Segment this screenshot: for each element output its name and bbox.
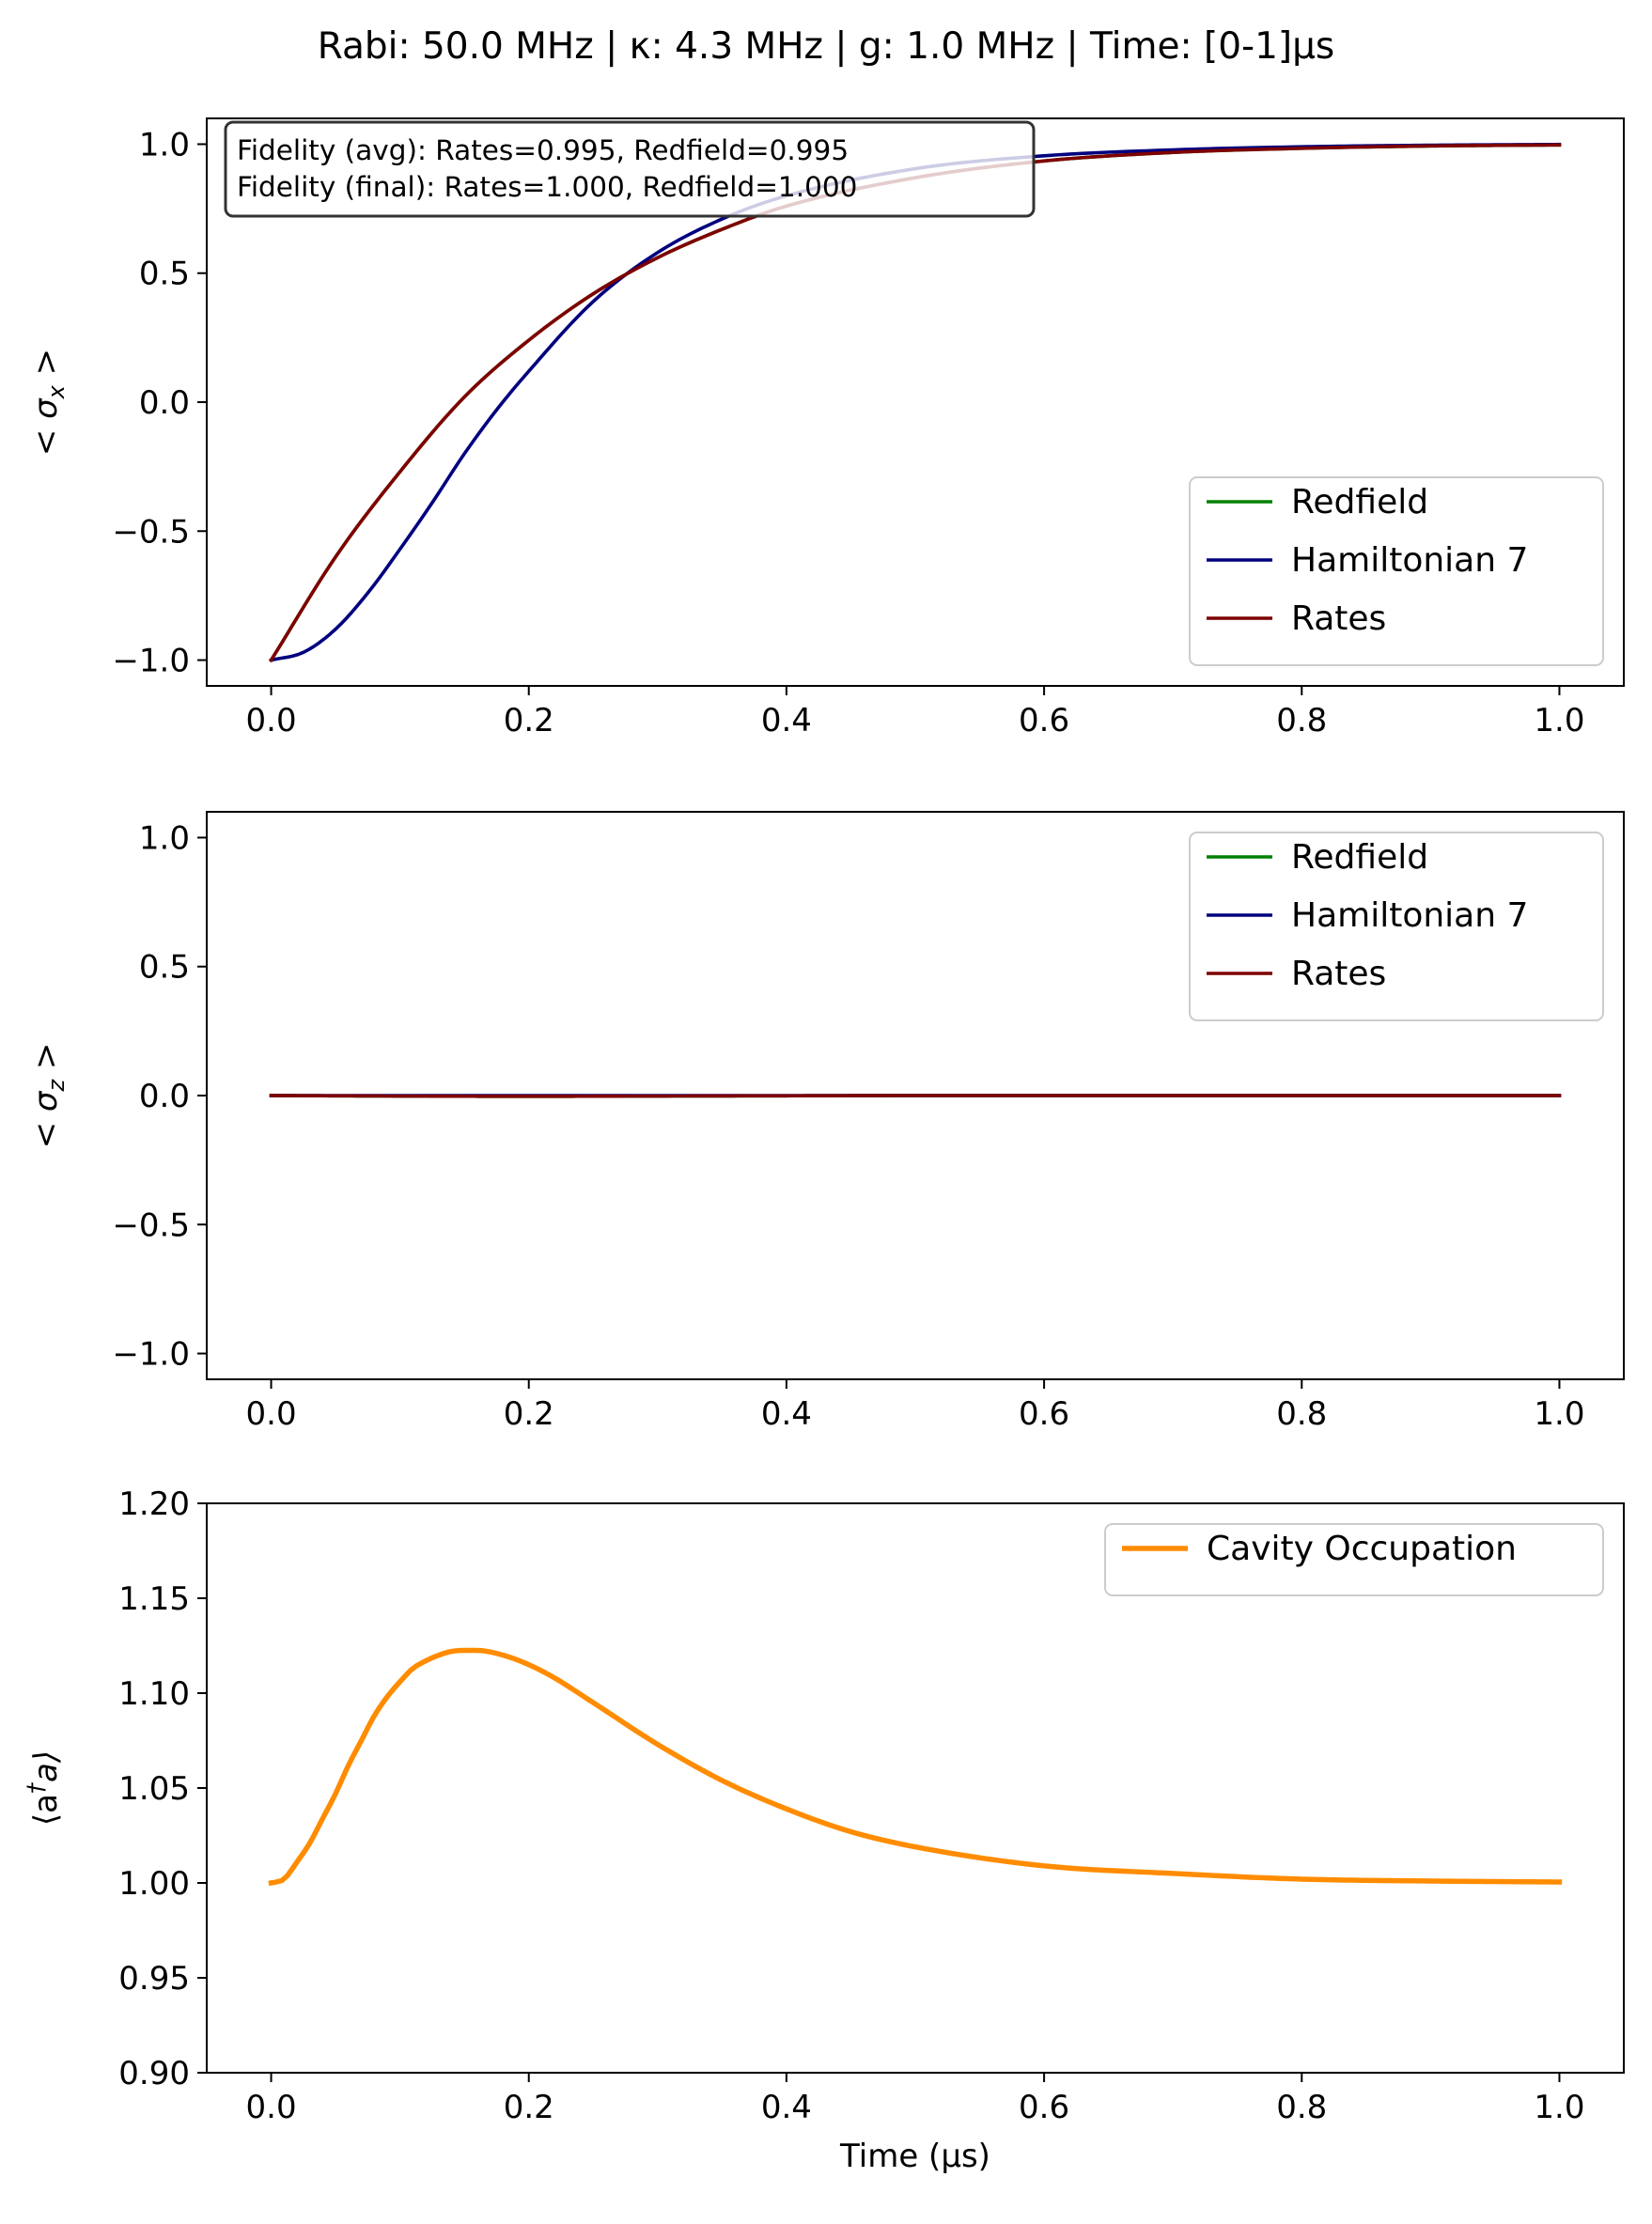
legend-label: Hamiltonian 7	[1291, 541, 1528, 580]
y-tick-label: 1.00	[118, 1865, 190, 1903]
x-tick-label: 0.6	[1019, 702, 1069, 739]
fidelity-annotation: Fidelity (avg): Rates=0.995, Redfield=0.…	[224, 120, 1036, 218]
y-tick-label: 0.90	[118, 2055, 190, 2092]
x-tick-label: 0.0	[246, 2089, 297, 2126]
x-tick-label: 0.4	[761, 2089, 812, 2126]
chart-sigma-z: 0.0 0.2 0.4 0.6 0.8 1.0 −1.0 −0.5 0.0 0.5 1.0 < σz …	[27, 811, 1625, 1433]
legend-label: Cavity Occupation	[1207, 1530, 1517, 1568]
y-tick-label: 1.05	[118, 1770, 190, 1808]
chart-sigma-x: 0.0 0.2 0.4 0.6 0.8 1.0 −1.0 −0.5 0.0 0.5 1.0 < σx …	[27, 117, 1625, 739]
x-tick-label: 0.2	[504, 2089, 554, 2126]
x-tick-label: 0.8	[1276, 2089, 1327, 2126]
y-tick-label: 1.20	[118, 1485, 190, 1523]
y-tick-label: 0.0	[139, 1078, 190, 1115]
annotation-line: Fidelity (final): Rates=1.000, Redfield=…	[237, 171, 857, 203]
y-tick-label: 0.0	[139, 384, 190, 422]
legend-label: Rates	[1291, 599, 1386, 638]
legend-label: Rates	[1291, 955, 1386, 993]
x-tick-label: 1.0	[1534, 1395, 1584, 1433]
y-tick-label: 1.0	[139, 819, 190, 857]
legend-frame	[1104, 1523, 1604, 1596]
x-tick-label: 0.8	[1276, 702, 1327, 739]
annotation-box	[224, 120, 1036, 218]
x-tick-label: 0.8	[1276, 1395, 1327, 1433]
legend-label: Hamiltonian 7	[1291, 896, 1528, 935]
x-tick-label: 0.0	[246, 1395, 297, 1433]
x-tick-label: 0.0	[246, 702, 297, 739]
y-tick-label: 1.0	[139, 126, 190, 163]
legend: Redfield Hamiltonian 7 Rates	[1189, 476, 1604, 666]
annotation-line: Fidelity (avg): Rates=0.995, Redfield=0.…	[237, 134, 849, 166]
x-tick-label: 0.4	[761, 1395, 812, 1433]
legend-label: Redfield	[1291, 483, 1428, 521]
x-tick-label: 0.2	[504, 702, 554, 739]
y-axis-label: < σz >	[27, 1043, 70, 1149]
axes-frame	[206, 1502, 1625, 2074]
chart-cavity: 0.0 0.2 0.4 0.6 0.8 1.0 0.90 0.95 1.00 1.05 1.10 1.…	[23, 1485, 1625, 2175]
y-tick-label: −0.5	[112, 1206, 190, 1244]
plot-area	[268, 1647, 1563, 1887]
x-axis-label: Time (μs)	[839, 2138, 990, 2175]
x-tick-label: 1.0	[1534, 702, 1584, 739]
y-tick-label: −1.0	[112, 643, 190, 680]
y-axis-label: < σx >	[27, 349, 70, 456]
y-tick-label: 1.15	[118, 1580, 190, 1618]
y-axis-label: ⟨a†a⟩	[23, 1750, 65, 1826]
legend-label: Redfield	[1291, 838, 1428, 877]
x-tick-label: 0.4	[761, 702, 812, 739]
legend-frame	[1189, 476, 1604, 666]
y-tick-label: 0.5	[139, 256, 190, 293]
y-tick-label: −0.5	[112, 513, 190, 551]
series-line-cavity-occupation	[268, 1647, 1563, 1887]
legend: Redfield Hamiltonian 7 Rates	[1189, 832, 1604, 1021]
axes-frame	[206, 117, 1625, 687]
y-tick-label: −1.0	[112, 1336, 190, 1374]
legend-frame	[1189, 832, 1604, 1021]
y-tick-label: 0.5	[139, 949, 190, 987]
y-tick-label: 0.95	[118, 1960, 190, 1998]
x-tick-label: 1.0	[1534, 2089, 1584, 2126]
x-tick-label: 0.2	[504, 1395, 554, 1433]
y-tick-label: 1.10	[118, 1675, 190, 1713]
legend: Cavity Occupation	[1104, 1523, 1604, 1596]
x-tick-label: 0.6	[1019, 1395, 1069, 1433]
axes-frame	[206, 811, 1625, 1380]
x-tick-label: 0.6	[1019, 2089, 1069, 2126]
figure-title: Rabi: 50.0 MHz | κ: 4.3 MHz | g: 1.0 MHz…	[318, 25, 1335, 68]
